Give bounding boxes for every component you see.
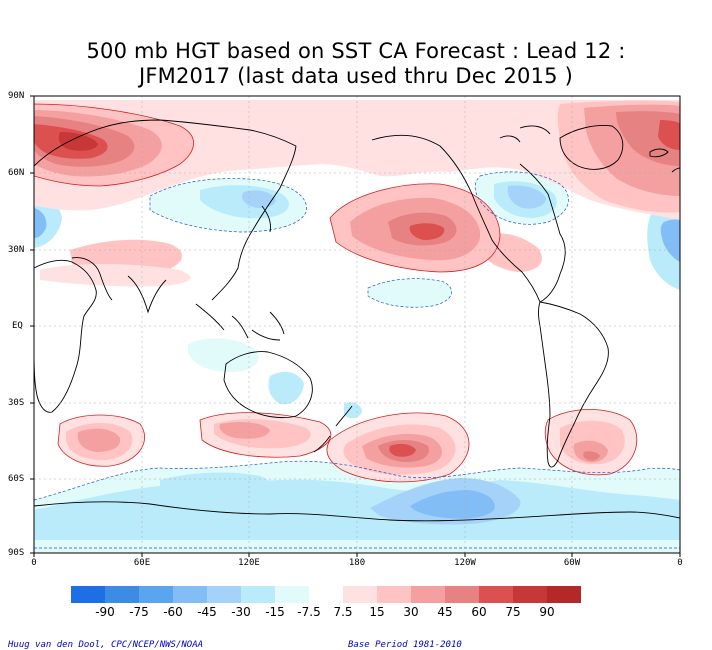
legend-label: -30	[231, 605, 251, 619]
north-pacific-low-core	[242, 190, 276, 208]
south-america-coast	[538, 301, 609, 468]
legend-swatch	[139, 586, 173, 603]
credit-base-period: Base Period 1981-2010	[348, 640, 462, 650]
negative-anomaly-regions	[34, 171, 680, 553]
eurasia-north-coast	[34, 119, 297, 167]
north-atlantic-high	[480, 233, 542, 272]
south-pacific-high-peak	[389, 443, 416, 457]
europe-low-west	[34, 199, 62, 248]
lon-label-0-west: 0	[31, 558, 37, 568]
positive-contours	[34, 103, 638, 483]
legend-label: -45	[197, 605, 217, 619]
lon-label-120e: 120E	[238, 558, 260, 568]
grid-lines	[34, 96, 680, 553]
lat-label-60n: 60N	[8, 168, 25, 178]
europe-low-west-core	[34, 208, 47, 238]
legend-swatch	[547, 586, 581, 603]
lon-label-180: 180	[348, 558, 366, 568]
australia-low	[268, 371, 304, 405]
lat-label-30s: 30S	[8, 398, 25, 408]
se-asia-islands	[195, 303, 285, 341]
credit-author: Huug van den Dool, CPC/NCEP/NWS/NOAA	[8, 640, 204, 650]
legend-swatch	[207, 586, 241, 603]
north-pacific-peak	[409, 223, 445, 240]
new-zealand-coast	[313, 405, 353, 453]
lon-label-120w: 120W	[454, 558, 476, 568]
east-asia-coast	[211, 145, 297, 301]
legend-swatch	[377, 586, 411, 603]
legend-label: -15	[265, 605, 285, 619]
color-legend	[71, 586, 581, 603]
canada-low-core	[507, 185, 546, 209]
lat-label-60s: 60S	[8, 474, 25, 484]
south-indian-high-core	[77, 428, 121, 452]
legend-label: 45	[437, 605, 453, 619]
legend-swatch	[445, 586, 479, 603]
arabia-coast	[71, 257, 113, 301]
canada-arctic-islands	[499, 125, 551, 143]
maritime-continent-low	[188, 338, 259, 372]
coastlines	[34, 119, 680, 522]
lat-label-90n: 90N	[8, 91, 25, 101]
legend-label: -90	[95, 605, 115, 619]
legend-swatch	[173, 586, 207, 603]
africa-subtropical-high	[40, 264, 191, 287]
legend-swatch	[71, 586, 105, 603]
europe-asia-high-peak	[58, 132, 98, 151]
lat-label-90s: 90S	[8, 548, 25, 558]
greenland-coast	[559, 125, 624, 170]
tasman-low	[344, 402, 362, 419]
legend-swatch	[241, 586, 275, 603]
lat-label-eq: EQ	[12, 321, 23, 331]
legend-label: 15	[369, 605, 385, 619]
south-pacific-core	[410, 490, 495, 519]
south-indian-low	[160, 472, 271, 503]
legend-swatch	[309, 586, 343, 603]
arctic-east-peak	[658, 120, 680, 150]
lon-label-0-east: 0	[677, 558, 683, 568]
africa-coast	[34, 259, 97, 413]
japan-coast	[261, 205, 271, 233]
legend-label: 7.5	[333, 605, 353, 619]
south-australia-high-core	[219, 422, 270, 439]
south-atlantic-high-peak	[583, 451, 600, 461]
map-title-line-2: JFM2017 (last data used thru Dec 2015 )	[139, 64, 573, 88]
legend-label: -7.5	[297, 605, 321, 619]
australia-coast	[223, 351, 313, 419]
india-coast	[127, 275, 167, 314]
legend-label: 75	[505, 605, 521, 619]
atlantic-low-east-core	[660, 219, 680, 262]
legend-label: 90	[539, 605, 555, 619]
axis-ticks	[30, 95, 681, 557]
legend-swatch	[343, 586, 377, 603]
legend-label: -60	[163, 605, 183, 619]
legend-swatch	[479, 586, 513, 603]
map-title-line-1: 500 mb HGT based on SST CA Forecast : Le…	[86, 39, 626, 63]
legend-swatch	[105, 586, 139, 603]
iceland-coast	[649, 148, 669, 158]
legend-label: 30	[403, 605, 419, 619]
legend-swatch	[513, 586, 547, 603]
lon-label-60e: 60E	[133, 558, 151, 568]
legend-swatch	[411, 586, 445, 603]
tropical-pacific-low	[368, 278, 452, 308]
positive-anomaly-regions	[34, 100, 680, 482]
lon-label-60w: 60W	[563, 558, 581, 568]
legend-label: -75	[129, 605, 149, 619]
north-america-coast	[371, 134, 566, 303]
arctic-high-band	[34, 100, 680, 220]
lat-label-30n: 30N	[8, 245, 25, 255]
antarctica-coast	[34, 501, 680, 522]
legend-label: 60	[471, 605, 487, 619]
legend-swatch	[275, 586, 309, 603]
